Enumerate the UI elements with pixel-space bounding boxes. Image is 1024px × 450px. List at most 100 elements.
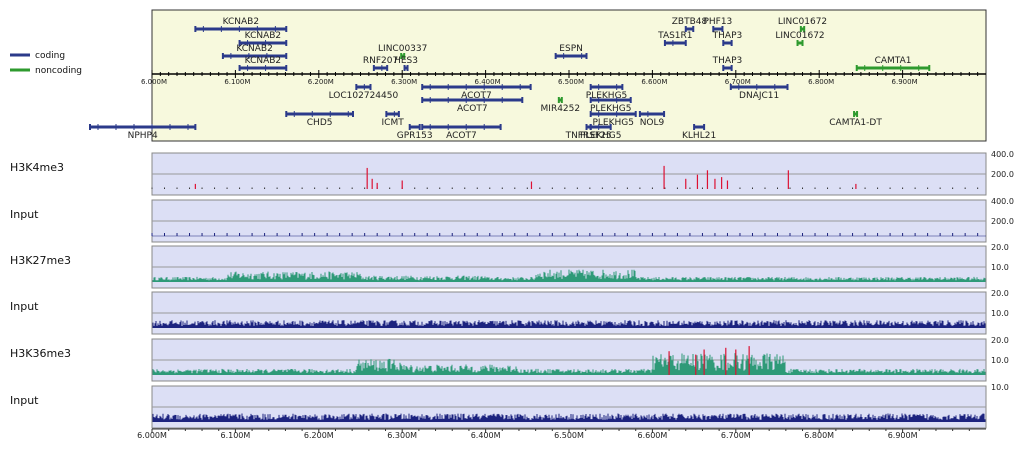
gene-axis-tick-label: 6.300M — [391, 78, 417, 86]
gene-axis-tick-label: 6.700M — [725, 78, 751, 86]
gene-label: ACOT7 — [446, 131, 477, 141]
gene-thap3: THAP3 — [712, 31, 743, 46]
track-scale-top: 20.0 — [991, 336, 1009, 345]
track-name: H3K27me3 — [10, 254, 71, 267]
gene-axis-tick-label: 6.800M — [808, 78, 834, 86]
gene-label: KCNAB2 — [223, 17, 259, 27]
gene-label: KLHL21 — [682, 131, 716, 141]
gene-label: PLEKHG5 — [580, 131, 622, 141]
legend: coding noncoding — [10, 51, 82, 76]
signal-bars — [152, 413, 986, 422]
x-tick-label: 6.500M — [554, 431, 584, 440]
gene-zbtb48: ZBTB48 — [672, 17, 708, 32]
gene-nol9: NOL9 — [638, 111, 666, 128]
track-name: H3K4me3 — [10, 161, 64, 174]
gene-label: HES3 — [394, 56, 418, 66]
gene-loc102724450: LOC102724450 — [329, 84, 398, 101]
gene-acot7: ACOT7 — [421, 97, 524, 114]
gene-rnf207: RNF207 — [363, 56, 398, 71]
gene-plekhg5: PLEKHG5 — [589, 97, 632, 114]
legend-label-coding: coding — [35, 51, 65, 61]
gene-axis-tick-label: 6.400M — [475, 78, 501, 86]
gene-label: MIR4252 — [541, 104, 581, 114]
gene-plekhg5: PLEKHG5 — [589, 111, 637, 128]
gene-label: RNF207 — [363, 56, 398, 66]
gene-axis-tick-label: 6.200M — [308, 78, 334, 86]
gene-nphp4: NPHP4 — [89, 124, 197, 141]
signal-bars — [152, 269, 986, 282]
gene-label: PLEKHG5 — [592, 118, 634, 128]
bottom-axis: 6.000M 6.100M 6.200M 6.300M 6.400M 6.500M 6.60… — [137, 428, 986, 440]
gene-linc00337: LINC00337 — [378, 44, 427, 59]
track-scale-top: 20.0 — [991, 243, 1009, 252]
gene-label: LINC01672 — [778, 17, 827, 27]
gene-label: THAP3 — [712, 56, 743, 66]
signal-bars — [152, 353, 986, 375]
track-name: Input — [10, 394, 39, 407]
gene-label: GPR153 — [397, 131, 433, 141]
track-h3k27me3-2: H3K27me3 20.0 10.0 — [10, 243, 1009, 289]
gene-kcnab2: KCNAB2 — [238, 56, 288, 71]
gene-camta1: CAMTA1 — [855, 56, 931, 71]
gene-label: LINC00337 — [378, 44, 427, 54]
gene-plekhg5: PLEKHG5 — [586, 84, 627, 101]
x-tick-label: 6.300M — [387, 431, 417, 440]
gene-label: TAS1R1 — [657, 31, 692, 41]
gene-kcnab2: KCNAB2 — [238, 31, 288, 46]
gene-label: NPHP4 — [128, 131, 158, 141]
x-tick-label: 6.100M — [220, 431, 250, 440]
signal-tracks: H3K4me3 400.0 200.0 Input 400.0 200.0 H3K27me3… — [10, 150, 1014, 429]
track-input-5: Input 10.0 — [10, 383, 1009, 429]
gene-hes3: HES3 — [394, 56, 418, 71]
gene-axis-tick-label: 6.100M — [224, 78, 250, 86]
gene-label: CAMTA1-DT — [829, 118, 882, 128]
gene-label: KCNAB2 — [245, 56, 281, 66]
gene-label: ICMT — [382, 118, 405, 128]
gene-espn: ESPN — [554, 44, 588, 59]
track-scale-mid: 10.0 — [991, 356, 1009, 365]
x-tick-label: 6.000M — [137, 431, 167, 440]
gene-kcnab2: KCNAB2 — [194, 17, 288, 32]
gene-label: THAP3 — [712, 31, 743, 41]
x-tick-label: 6.700M — [721, 431, 751, 440]
track-h3k36me3-4: H3K36me3 20.0 10.0 — [10, 336, 1009, 382]
track-name: Input — [10, 300, 39, 313]
gene-label: ACOT7 — [461, 91, 492, 101]
x-tick-label: 6.600M — [637, 431, 667, 440]
gene-linc01672: LINC01672 — [778, 17, 827, 32]
gene-axis-tick-label: 6.900M — [892, 78, 918, 86]
gene-label: KCNAB2 — [245, 31, 281, 41]
track-name: H3K36me3 — [10, 347, 71, 360]
gene-icmt: ICMT — [382, 111, 405, 128]
x-tick-label: 6.900M — [888, 431, 918, 440]
gene-phf13: PHF13 — [703, 17, 732, 32]
gene-plekhg5: PLEKHG5 — [580, 124, 622, 141]
track-name: Input — [10, 208, 39, 221]
gene-klhl21: KLHL21 — [682, 124, 716, 141]
gene-panel: 6.000M 6.100M 6.200M 6.300M 6.400M 6.500M 6.60… — [89, 9, 987, 142]
gene-label: ACOT7 — [457, 104, 488, 114]
gene-gpr153: GPR153 — [397, 124, 433, 141]
gene-camta1-dt: CAMTA1-DT — [829, 111, 882, 128]
x-tick-label: 6.200M — [304, 431, 334, 440]
track-scale-top: 20.0 — [991, 289, 1009, 298]
track-scale-top: 400.0 — [991, 197, 1014, 206]
gene-label: CAMTA1 — [875, 56, 912, 66]
gene-label: KCNAB2 — [236, 44, 272, 54]
gene-acot7: ACOT7 — [421, 84, 532, 101]
signal-bars — [152, 320, 986, 328]
gene-label: PHF13 — [703, 17, 732, 27]
track-scale-mid: 10.0 — [991, 263, 1009, 272]
gene-kcnab2: KCNAB2 — [221, 44, 288, 59]
gene-tas1r1: TAS1R1 — [657, 31, 693, 46]
track-h3k4me3-0: H3K4me3 400.0 200.0 — [10, 150, 1014, 196]
gene-chd5: CHD5 — [285, 111, 354, 128]
track-scale-top: 400.0 — [991, 150, 1014, 159]
gene-dnajc11: DNAJC11 — [729, 84, 789, 101]
x-tick-label: 6.400M — [471, 431, 501, 440]
gene-label: TNFRSF25 — [565, 131, 612, 141]
gene-label: LINC01672 — [775, 31, 824, 41]
gene-acot7: ACOT7 — [421, 124, 502, 141]
gene-mir4252: MIR4252 — [541, 97, 581, 114]
